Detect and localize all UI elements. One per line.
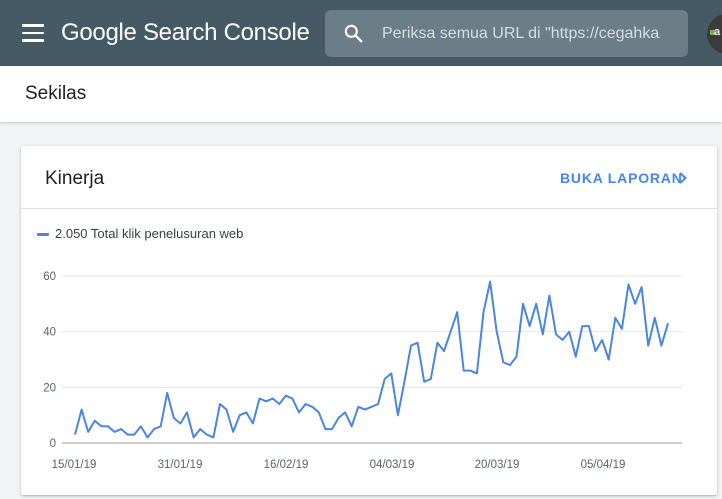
card-header: Kinerja BUKA LAPORAN bbox=[21, 146, 717, 209]
legend-swatch bbox=[37, 233, 49, 236]
legend-label: 2.050 Total klik penelusuran web bbox=[55, 226, 244, 241]
url-inspection-search[interactable] bbox=[325, 10, 688, 57]
avatar-text: a bbox=[714, 26, 721, 38]
open-report-button[interactable]: BUKA LAPORAN bbox=[560, 170, 683, 186]
search-icon[interactable] bbox=[343, 23, 364, 44]
account-avatar[interactable]: a bbox=[707, 14, 722, 54]
search-input[interactable] bbox=[382, 10, 678, 57]
chevron-right-icon[interactable] bbox=[677, 171, 689, 185]
avatar-badge bbox=[710, 30, 715, 35]
page-title: Sekilas bbox=[25, 83, 87, 104]
card-title: Kinerja bbox=[45, 168, 105, 189]
performance-card: Kinerja BUKA LAPORAN 2.050 Total klik pe… bbox=[21, 146, 717, 495]
menu-icon[interactable] bbox=[22, 24, 44, 42]
brand-logo[interactable]: Google Search Console bbox=[61, 19, 310, 46]
page-header: Sekilas bbox=[0, 66, 722, 122]
top-app-bar: Google Search Console a bbox=[0, 0, 722, 66]
